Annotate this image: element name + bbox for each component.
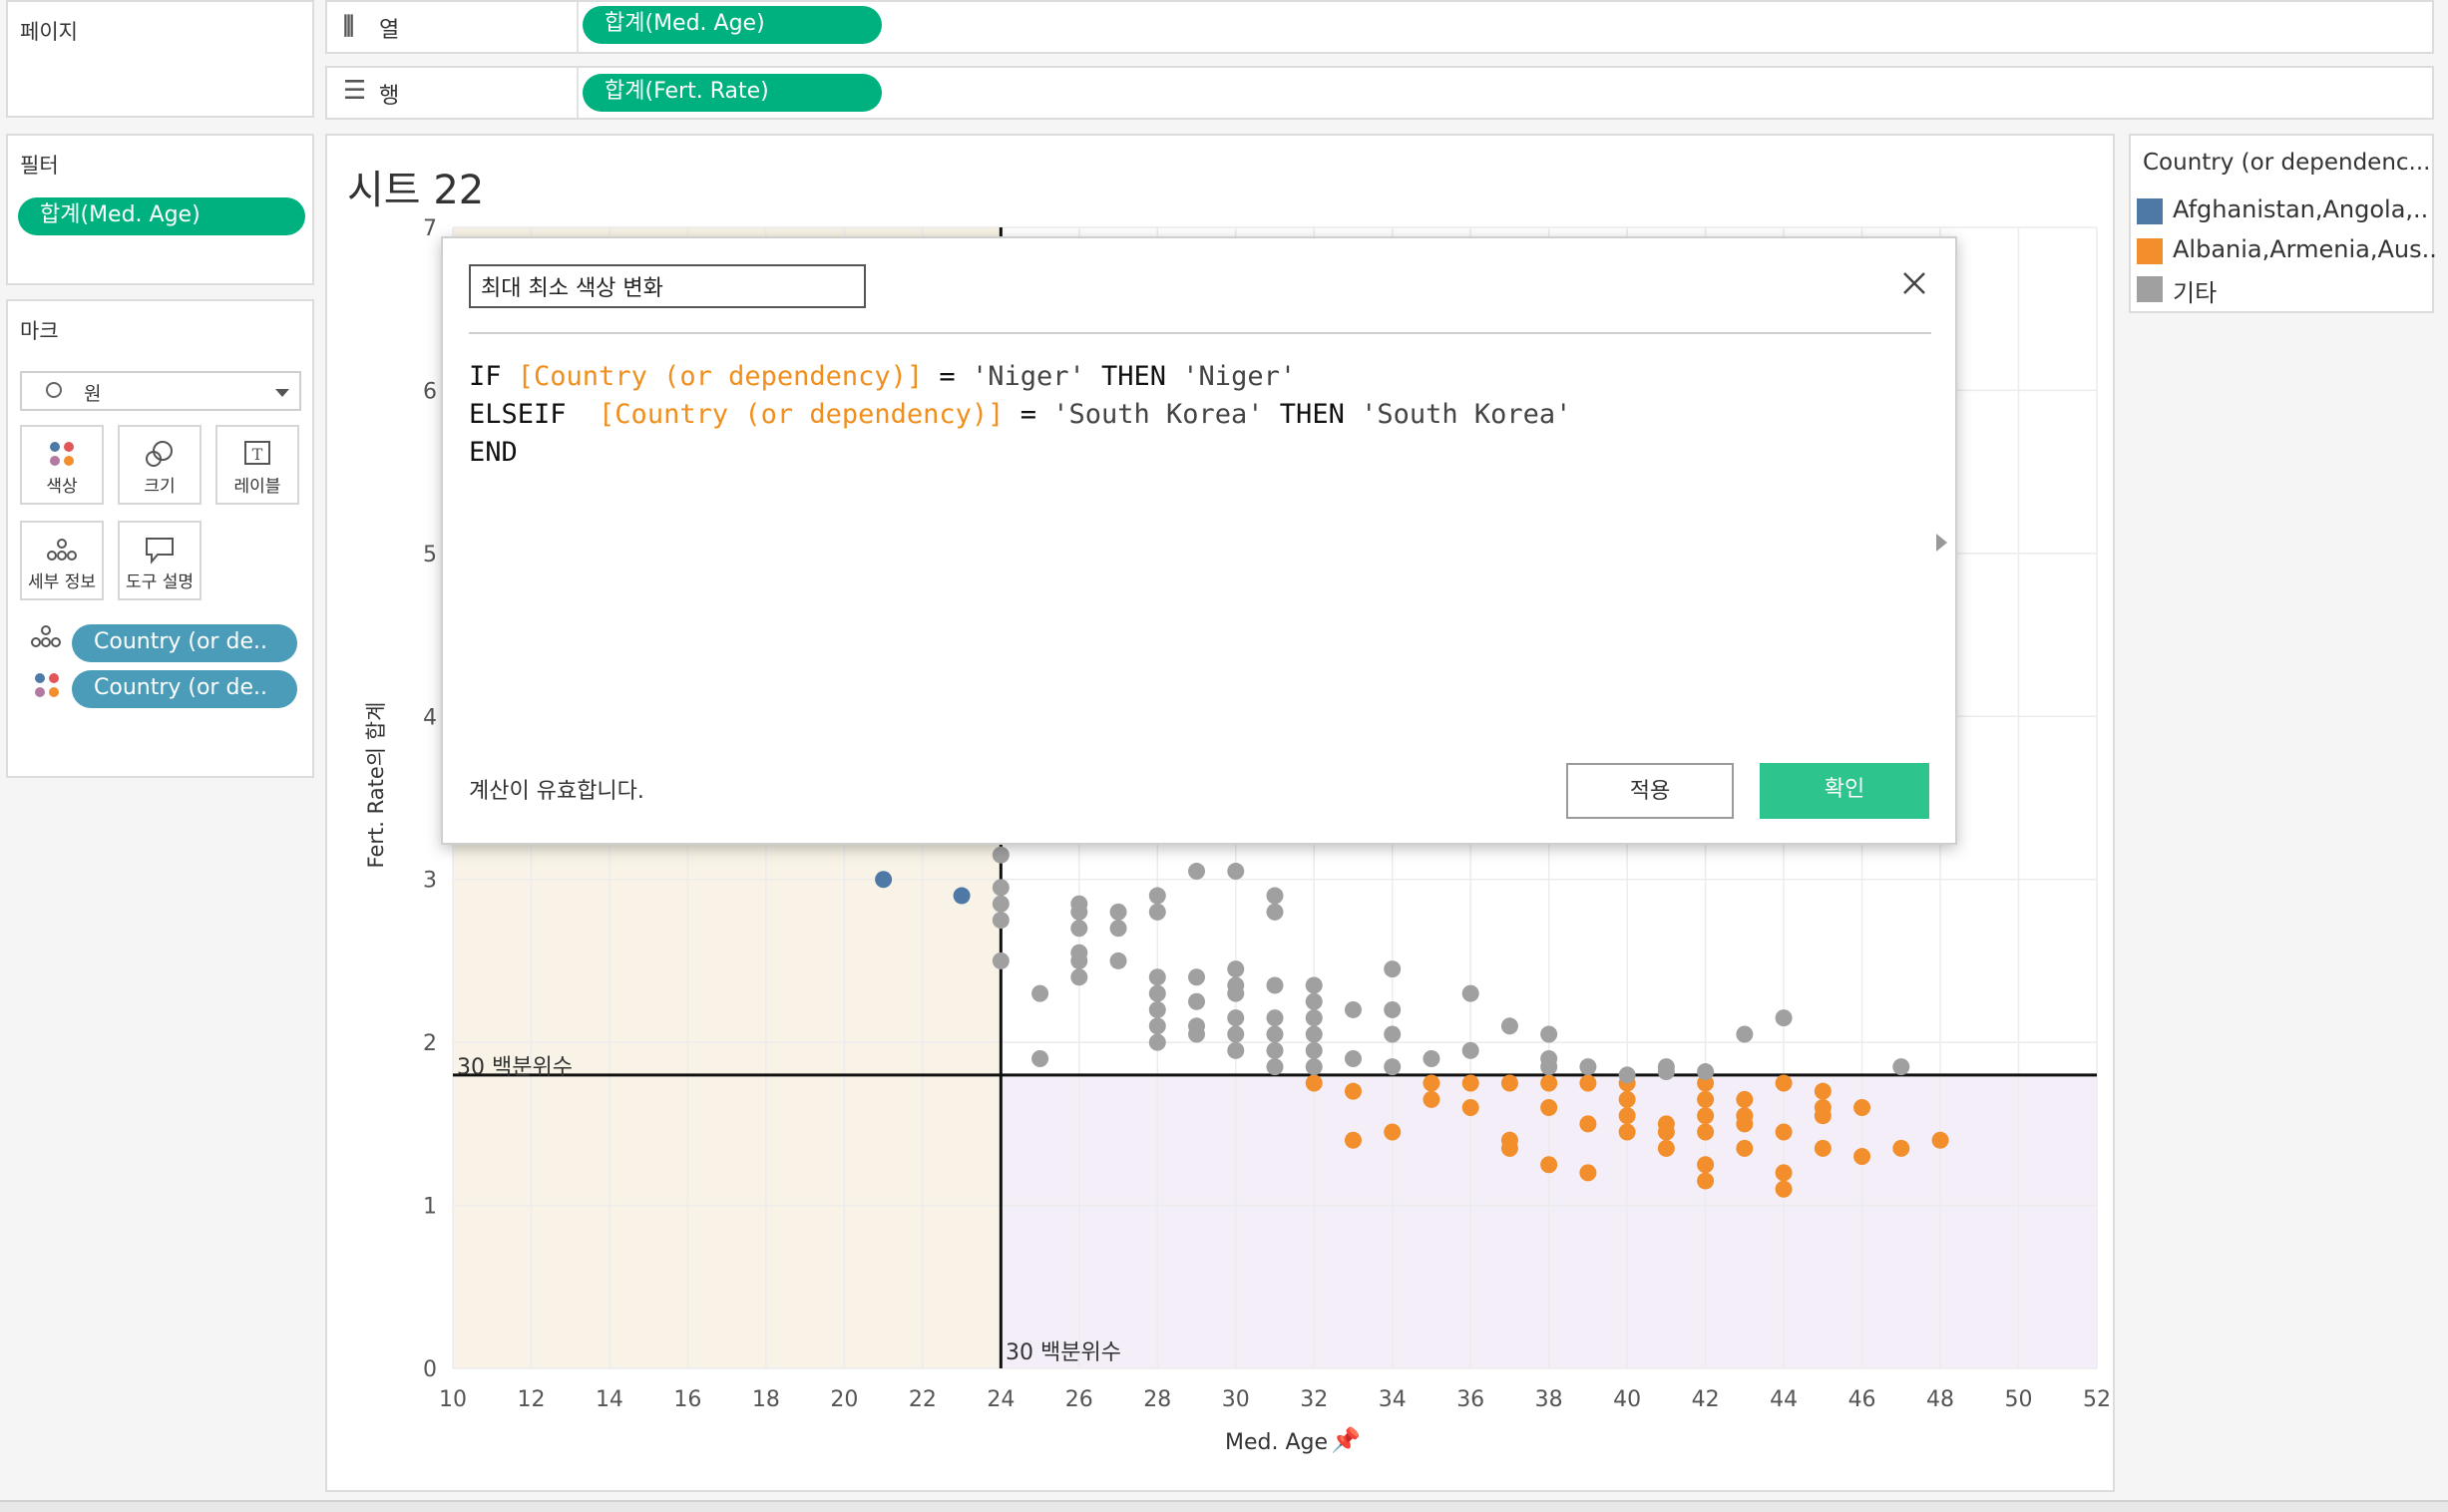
- rows-pill-fert-rate[interactable]: 합계(Fert. Rate): [583, 74, 882, 112]
- tooltip-card-label: 도구 설명: [126, 572, 194, 592]
- shelf-separator: [577, 68, 579, 118]
- label-card[interactable]: T 레이블: [215, 425, 299, 505]
- legend-title[interactable]: Country (or dependenc...: [2143, 150, 2431, 176]
- rows-icon: ☰: [343, 76, 367, 106]
- formula-line: IF [Country (or dependency)] = 'Niger' T…: [469, 358, 1571, 396]
- legend-swatch: [2137, 276, 2163, 302]
- size-card[interactable]: 크기: [118, 425, 202, 505]
- size-card-label: 크기: [144, 477, 176, 497]
- label-t-icon: T: [244, 441, 270, 465]
- apply-button[interactable]: 적용: [1566, 763, 1734, 819]
- pin-icon: 📌: [1331, 1426, 1361, 1454]
- detail-pill-country[interactable]: Country (or de..: [72, 624, 297, 662]
- formula-token: [Country (or dependency)]: [599, 399, 1005, 430]
- detail-card[interactable]: 세부 정보: [20, 521, 104, 600]
- legend-swatch: [2137, 198, 2163, 224]
- sheet-title: 시트 22: [347, 168, 485, 213]
- expand-arrow-icon[interactable]: [1936, 534, 1947, 552]
- pages-panel: 페이지: [6, 0, 314, 118]
- pages-title: 페이지: [20, 20, 78, 44]
- detail-card-label: 세부 정보: [28, 572, 96, 592]
- validation-status: 계산이 유효합니다.: [469, 779, 644, 804]
- marks-panel: 마크 원 색상 크기 T 레이블 세부 정보: [6, 299, 314, 778]
- formula-token: IF: [469, 361, 518, 392]
- columns-pill-med-age[interactable]: 합계(Med. Age): [583, 6, 882, 44]
- filters-panel: 필터 합계(Med. Age): [6, 134, 314, 285]
- columns-label: 열: [379, 18, 400, 43]
- formula-token: THEN: [1084, 361, 1183, 392]
- formula-token: 'South Korea': [1361, 399, 1572, 430]
- formula-token: [Country (or dependency)]: [517, 361, 924, 392]
- shelf-separator: [577, 2, 579, 52]
- formula-token: 'South Korea': [1052, 399, 1264, 430]
- calculation-editor-dialog: IF [Country (or dependency)] = 'Niger' T…: [441, 236, 1957, 845]
- legend-swatch: [2137, 238, 2163, 264]
- columns-icon: ⫼: [343, 12, 354, 40]
- formula-token: 'Niger': [1182, 361, 1297, 392]
- formula-token: =: [1004, 399, 1053, 430]
- formula-line: END: [469, 434, 1571, 472]
- mark-type-label: 원: [84, 383, 102, 405]
- calc-name-input[interactable]: [469, 264, 866, 308]
- color-card[interactable]: 색상: [20, 425, 104, 505]
- size-icon: [146, 441, 173, 467]
- ref-label-vertical: 30 백분위수: [1006, 1340, 1121, 1365]
- chevron-down-icon: [275, 389, 289, 397]
- filter-pill-med-age[interactable]: 합계(Med. Age): [18, 197, 305, 235]
- legend-label: 기타: [2173, 279, 2218, 307]
- filters-title: 필터: [20, 154, 59, 178]
- formula-token: 'Niger': [971, 361, 1085, 392]
- detail-dots-icon: [31, 625, 61, 647]
- rows-label: 행: [379, 84, 400, 109]
- circle-mark-icon: [46, 382, 62, 398]
- columns-shelf: ⫼ 열 합계(Med. Age): [325, 0, 2434, 54]
- color-card-label: 색상: [46, 477, 78, 497]
- color-pill-country[interactable]: Country (or de..: [72, 670, 297, 708]
- tooltip-card[interactable]: 도구 설명: [118, 521, 202, 600]
- rows-shelf: ☰ 행 합계(Fert. Rate): [325, 66, 2434, 120]
- ref-label-horizontal: 30 백분위수: [457, 1055, 573, 1080]
- legend-label: Afghanistan,Angola,..: [2173, 195, 2429, 223]
- formula-token: =: [923, 361, 972, 392]
- color-dots-icon: [50, 442, 74, 466]
- ok-button[interactable]: 확인: [1760, 763, 1929, 819]
- formula-token: THEN: [1263, 399, 1362, 430]
- formula-editor[interactable]: IF [Country (or dependency)] = 'Niger' T…: [469, 358, 1571, 472]
- legend-label: Albania,Armenia,Aus..: [2173, 235, 2437, 263]
- tooltip-icon: [146, 538, 174, 565]
- detail-dots-icon: [47, 539, 77, 561]
- sheet-tab-bar[interactable]: [0, 1500, 2448, 1512]
- formula-token: ELSEIF: [469, 399, 600, 430]
- mark-type-dropdown[interactable]: 원: [20, 371, 301, 411]
- dialog-divider: [469, 332, 1931, 334]
- formula-line: ELSEIF [Country (or dependency)] = 'Sout…: [469, 396, 1571, 434]
- color-dots-icon: [35, 673, 59, 697]
- formula-token: END: [469, 437, 518, 468]
- close-icon[interactable]: [1899, 268, 1929, 298]
- svg-text:T: T: [252, 445, 263, 464]
- y-axis-title: Fert. Rate의 합계: [364, 701, 388, 869]
- label-card-label: 레이블: [233, 477, 281, 497]
- x-axis-title: Med. Age: [1225, 1430, 1329, 1455]
- color-legend: Country (or dependenc... Afghanistan,Ang…: [2129, 134, 2437, 313]
- marks-title: 마크: [20, 319, 59, 343]
